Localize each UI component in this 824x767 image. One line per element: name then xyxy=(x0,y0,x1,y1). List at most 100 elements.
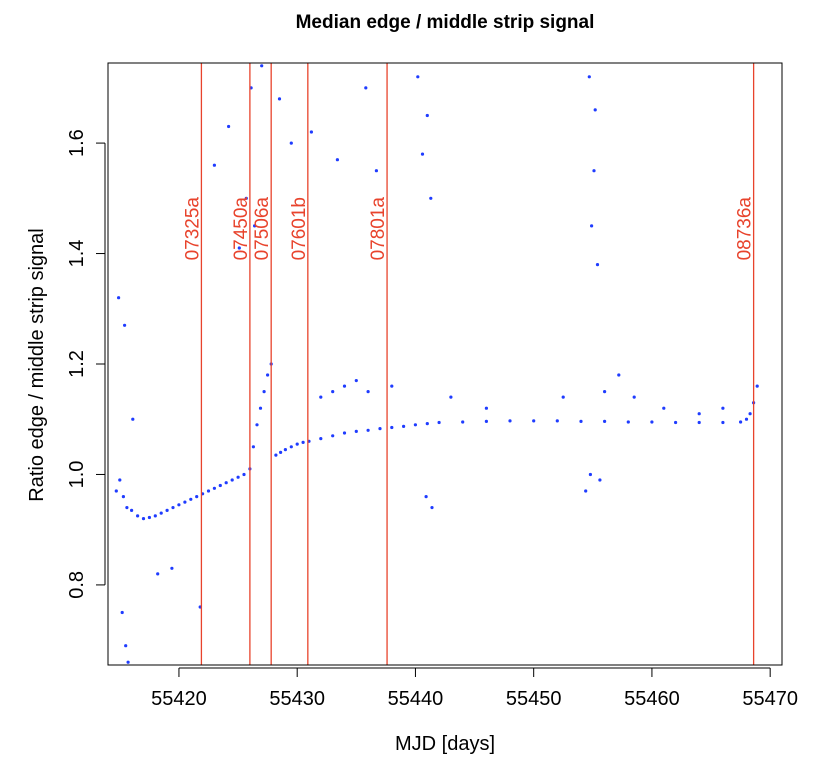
data-point xyxy=(266,373,270,377)
data-point xyxy=(156,572,160,576)
data-point xyxy=(402,424,406,428)
data-point xyxy=(430,506,434,510)
data-point xyxy=(236,475,240,479)
data-point xyxy=(632,395,636,399)
data-point xyxy=(121,495,125,499)
data-point xyxy=(165,508,169,512)
data-point xyxy=(697,412,701,416)
data-point xyxy=(354,429,358,433)
data-point xyxy=(260,64,264,68)
data-point xyxy=(251,445,255,449)
data-point xyxy=(413,423,417,427)
data-point xyxy=(237,246,241,250)
x-axis-label: MJD [days] xyxy=(395,733,495,755)
data-point xyxy=(189,497,193,501)
data-point xyxy=(183,500,187,504)
data-point xyxy=(374,169,378,173)
data-point xyxy=(748,412,752,416)
data-point xyxy=(118,478,122,482)
data-point xyxy=(342,431,347,435)
data-point xyxy=(147,515,151,520)
axes: 55420 55430 55440 55450 55460 55470 0.8 1.0 1.2 1… xyxy=(66,62,798,710)
data-point xyxy=(592,169,596,173)
y-tick-label: 1.0 xyxy=(66,461,88,489)
data-point xyxy=(739,420,743,424)
event-label-07325a: 07325a xyxy=(182,197,203,261)
data-point xyxy=(721,406,725,410)
y-axis-label: Ratio edge / middle strip signal xyxy=(26,228,48,501)
data-point xyxy=(153,514,157,518)
data-point xyxy=(617,373,621,377)
data-point xyxy=(244,196,248,200)
data-point xyxy=(227,124,231,129)
data-point xyxy=(319,395,323,399)
data-point xyxy=(674,420,678,425)
data-point xyxy=(279,450,283,454)
data-point xyxy=(331,434,335,438)
data-point xyxy=(195,495,199,499)
data-point xyxy=(171,506,175,510)
data-point xyxy=(744,417,749,421)
data-point xyxy=(425,422,429,426)
data-point xyxy=(424,495,428,499)
data-point xyxy=(484,406,488,410)
data-point xyxy=(262,390,266,394)
data-point xyxy=(126,660,130,664)
data-point xyxy=(212,163,216,167)
data-point xyxy=(331,390,335,394)
data-point xyxy=(319,437,323,441)
data-point xyxy=(206,489,211,493)
data-point xyxy=(555,419,559,423)
plot-area: 07325a 07450a 07506a 07601b 07801a 08736a xyxy=(114,63,759,665)
data-point xyxy=(125,506,129,510)
data-point xyxy=(603,390,607,394)
data-point xyxy=(484,419,488,423)
y-tick-label: 1.2 xyxy=(66,350,88,378)
data-point xyxy=(429,196,433,200)
x-tick-label: 55460 xyxy=(624,688,680,710)
data-point xyxy=(255,423,259,427)
data-point xyxy=(697,420,701,425)
data-point xyxy=(354,379,358,383)
data-point xyxy=(123,323,127,327)
data-point xyxy=(136,514,140,518)
data-point xyxy=(277,97,282,101)
data-point xyxy=(378,427,382,431)
data-point xyxy=(283,448,287,452)
data-point xyxy=(117,296,121,300)
data-point xyxy=(366,428,370,432)
event-label-08736a: 08736a xyxy=(735,197,756,261)
data-point xyxy=(141,517,146,521)
data-point xyxy=(425,113,429,118)
x-tick-label: 55420 xyxy=(151,688,207,710)
data-point xyxy=(650,420,654,424)
data-point xyxy=(590,224,594,228)
data-point xyxy=(390,384,394,388)
data-point xyxy=(593,108,597,112)
data-point xyxy=(289,141,293,145)
data-point xyxy=(595,263,600,267)
data-point xyxy=(301,440,305,444)
data-point xyxy=(390,425,394,430)
data-point xyxy=(598,478,602,482)
data-point xyxy=(626,420,630,424)
data-point xyxy=(218,483,222,488)
data-point xyxy=(114,489,118,493)
data-point xyxy=(584,489,588,493)
event-label-07450a: 07450a xyxy=(231,197,252,261)
data-point xyxy=(461,420,465,424)
data-point xyxy=(532,419,536,423)
data-point xyxy=(242,472,246,477)
data-point xyxy=(366,390,370,394)
data-point xyxy=(662,406,666,410)
data-point xyxy=(420,152,425,156)
x-tick-label: 55450 xyxy=(506,688,562,710)
data-point xyxy=(335,158,339,162)
plot-frame xyxy=(107,62,783,666)
data-point xyxy=(289,445,293,449)
chart-title: Median edge / middle strip signal xyxy=(296,12,595,33)
data-point xyxy=(603,419,607,423)
data-point xyxy=(295,442,299,446)
data-point xyxy=(159,511,163,515)
